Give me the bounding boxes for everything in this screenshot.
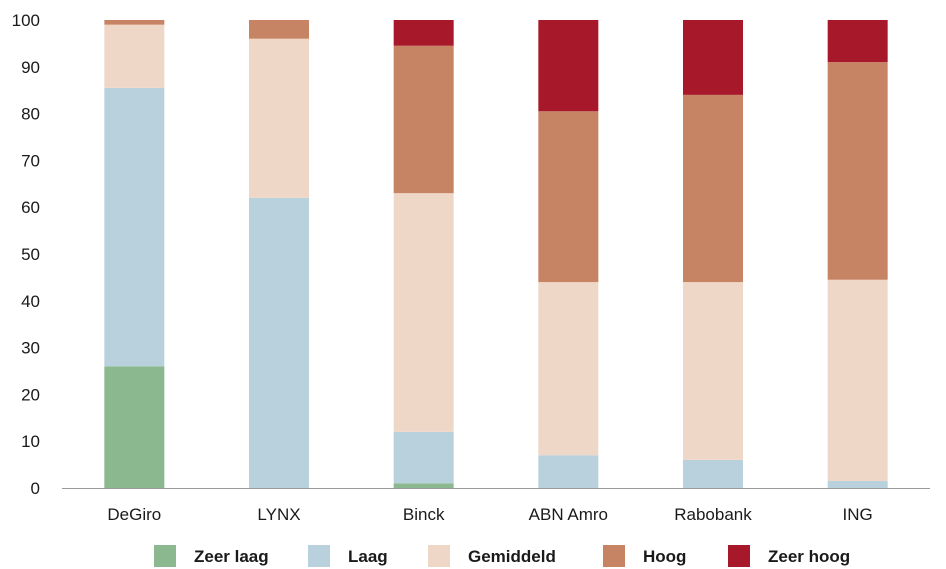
- y-tick-label: 40: [21, 292, 40, 311]
- bar-segment: [827, 20, 888, 63]
- x-tick-label: Rabobank: [674, 505, 752, 524]
- legend: Zeer laag Laag Gemiddeld Hoog Zeer hoog: [154, 545, 850, 567]
- bar-segment: [393, 193, 454, 432]
- y-tick-label: 50: [21, 245, 40, 264]
- bars: [104, 20, 888, 488]
- bar-segment: [538, 282, 599, 456]
- y-tick-label: 70: [21, 151, 40, 170]
- bar-segment: [683, 282, 743, 460]
- x-tick-label: ABN Amro: [529, 505, 608, 524]
- bar-segment: [538, 455, 599, 488]
- legend-label: Zeer hoog: [768, 547, 850, 566]
- bar-segment: [538, 20, 599, 112]
- x-tick-label: LYNX: [257, 505, 300, 524]
- y-tick-label: 90: [21, 58, 40, 77]
- legend-swatch: [728, 545, 750, 567]
- bar-segment: [249, 38, 309, 198]
- bar-segment: [104, 24, 165, 88]
- x-axis: DeGiro LYNX Binck ABN Amro Rabobank ING: [62, 488, 930, 524]
- x-tick-label: ING: [843, 505, 873, 524]
- bar-segment: [538, 111, 599, 283]
- x-tick-label: Binck: [403, 505, 445, 524]
- y-axis: 0 10 20 30 40 50 60 70 80 90 100: [12, 11, 40, 498]
- legend-label: Zeer laag: [194, 547, 269, 566]
- x-tick-label: DeGiro: [107, 505, 161, 524]
- legend-swatch: [154, 545, 176, 567]
- legend-label: Hoog: [643, 547, 686, 566]
- bar-segment: [393, 20, 454, 46]
- legend-swatch: [603, 545, 625, 567]
- bar-segment: [683, 94, 743, 283]
- y-tick-label: 80: [21, 105, 40, 124]
- y-tick-label: 100: [12, 11, 40, 30]
- y-tick-label: 20: [21, 385, 40, 404]
- y-tick-label: 10: [21, 432, 40, 451]
- bar-segment: [104, 87, 165, 367]
- bar-segment: [249, 197, 309, 488]
- bar-segment: [104, 366, 165, 488]
- bar-segment: [393, 431, 454, 484]
- y-tick-label: 0: [31, 479, 40, 498]
- bar-segment: [827, 62, 888, 280]
- bar-segment: [827, 480, 888, 488]
- bar-segment: [683, 20, 743, 95]
- y-tick-label: 60: [21, 198, 40, 217]
- legend-swatch: [308, 545, 330, 567]
- legend-label: Laag: [348, 547, 388, 566]
- legend-swatch: [428, 545, 450, 567]
- legend-label: Gemiddeld: [468, 547, 556, 566]
- bar-segment: [393, 483, 454, 488]
- bar-segment: [683, 459, 743, 488]
- bar-segment: [249, 20, 309, 39]
- bar-segment: [104, 20, 165, 25]
- y-tick-label: 30: [21, 339, 40, 358]
- bar-segment: [827, 279, 888, 481]
- bar-segment: [393, 45, 454, 194]
